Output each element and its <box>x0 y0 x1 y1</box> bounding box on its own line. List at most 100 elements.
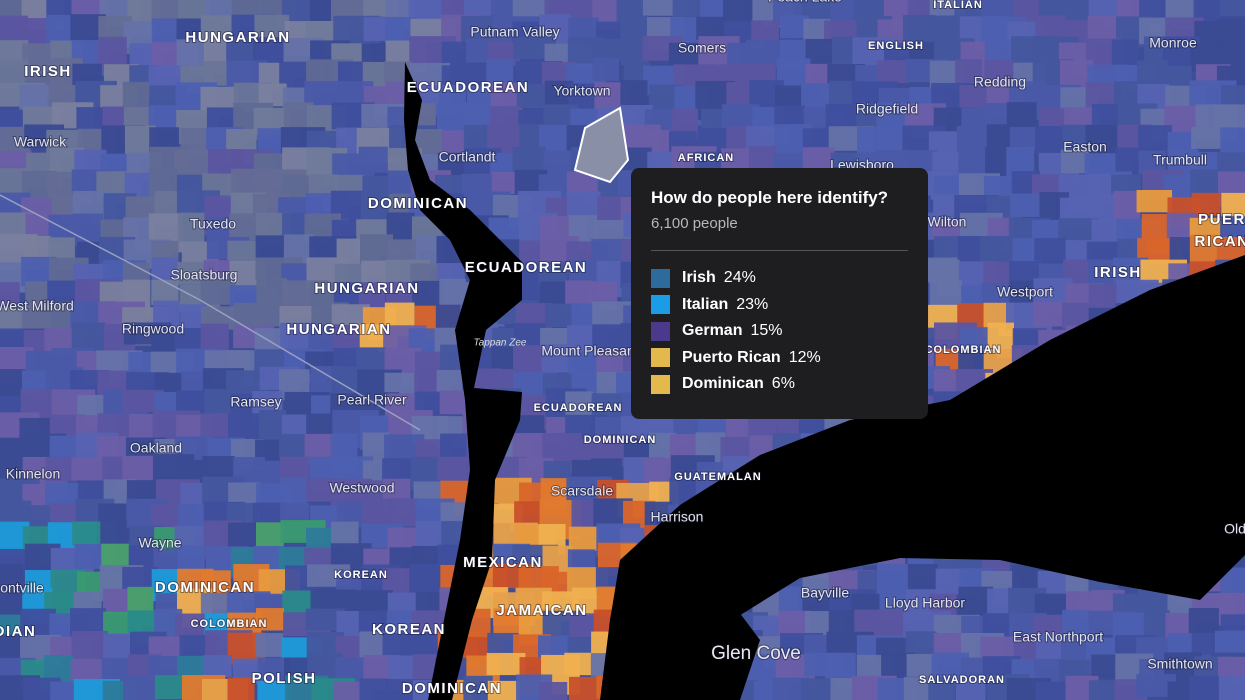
tract <box>1034 238 1066 261</box>
place-label: Trumbull <box>1153 152 1207 168</box>
place-label: Westport <box>997 284 1053 300</box>
legend-row: Puerto Rican 12% <box>651 345 908 372</box>
place-label: Glen Cove <box>711 643 801 664</box>
tract <box>486 652 526 676</box>
tract <box>358 610 395 634</box>
tract <box>591 238 621 261</box>
place-label: Westwood <box>329 480 394 496</box>
tract <box>123 675 159 700</box>
place-label: Pearl River <box>337 392 407 408</box>
tract <box>487 680 521 700</box>
tooltip: How do people here identify? 6,100 peopl… <box>631 168 928 419</box>
tract <box>1188 608 1219 639</box>
tooltip-subtitle: 6,100 people <box>651 215 738 232</box>
ancestry-label: HUNGARIAN <box>185 29 290 46</box>
tract <box>1191 126 1223 149</box>
tract <box>71 457 107 481</box>
tract <box>772 677 809 700</box>
tract <box>203 654 232 678</box>
ancestry-label: SALVADORAN <box>919 674 1005 686</box>
ancestry-label: ECUADOREAN <box>407 79 530 96</box>
tract <box>980 235 1014 265</box>
tract <box>255 633 284 657</box>
tract <box>876 60 908 84</box>
legend-percent: 24% <box>723 269 756 287</box>
legend-name: Italian <box>682 295 729 313</box>
place-label: Sloatsburg <box>171 267 238 283</box>
tract <box>1218 675 1245 700</box>
tract <box>512 0 550 17</box>
legend-swatch <box>651 268 670 288</box>
tract <box>123 21 155 48</box>
tract <box>1136 190 1173 213</box>
ancestry-label: IRISH <box>24 63 72 80</box>
tract <box>359 678 389 700</box>
place-label: Somers <box>678 40 726 56</box>
legend-percent: 12% <box>788 348 821 366</box>
ancestry-label: PUER <box>1198 211 1245 228</box>
ancestry-label: HUNGARIAN <box>286 321 391 338</box>
highlight <box>573 106 630 184</box>
tract <box>568 526 599 552</box>
tract <box>723 0 762 23</box>
place-label: Easton <box>1063 139 1107 155</box>
tract <box>460 102 491 127</box>
place-label: Ringwood <box>122 321 184 337</box>
place-label: Redding <box>974 74 1026 90</box>
place-label: Old <box>1224 521 1245 537</box>
ancestry-label: KOREAN <box>334 569 388 581</box>
place-label: Warwick <box>14 134 67 150</box>
tract <box>620 416 652 439</box>
ancestry-label: DOMINICAN <box>368 195 468 212</box>
tract <box>779 15 809 39</box>
ancestry-label: COLOMBIAN <box>191 618 268 630</box>
tract <box>306 478 336 502</box>
tract <box>568 17 599 41</box>
tract <box>956 679 986 700</box>
place-label: Putnam Valley <box>470 24 559 40</box>
ancestry-label: DOMINICAN <box>402 680 502 697</box>
ancestry-label: ITALIAN <box>933 0 983 11</box>
ancestry-label: DOMINICAN <box>584 434 657 446</box>
place-label: Ramsey <box>230 394 281 410</box>
tract <box>516 84 550 109</box>
place-label: Oakland <box>130 440 182 456</box>
river <box>404 62 522 700</box>
place-label: Yorktown <box>553 83 610 99</box>
tract <box>1138 150 1166 175</box>
tract <box>305 608 345 631</box>
ancestry-label: Tappan Zee <box>473 338 526 349</box>
tract <box>1035 681 1073 700</box>
ancestry-label: JAMAICAN <box>496 602 587 619</box>
tract <box>255 608 285 631</box>
tract <box>1111 39 1139 67</box>
tract <box>906 654 938 677</box>
place-label: Wayne <box>138 535 181 551</box>
place-label: East Northport <box>1013 629 1103 645</box>
ancestry-label: KOREAN <box>372 621 446 638</box>
ancestry-label: POLISH <box>252 670 317 687</box>
tract <box>122 389 164 413</box>
ancestry-label: COLOMBIAN <box>925 344 1002 356</box>
ancestry-label: GUATEMALAN <box>674 471 761 483</box>
tract <box>19 84 49 111</box>
tract <box>1191 192 1221 216</box>
tract <box>1221 216 1245 242</box>
tract <box>0 150 32 174</box>
bay <box>600 560 760 700</box>
boundary <box>0 194 421 431</box>
place-label: Tuxedo <box>190 216 236 232</box>
place-label: Harrison <box>651 509 704 525</box>
place-label: Monroe <box>1149 35 1197 51</box>
ancestry-label: IRISH <box>1094 264 1142 281</box>
legend-swatch <box>651 348 670 368</box>
legend-percent: 23% <box>736 295 769 313</box>
sound <box>600 255 1245 700</box>
place-label: Kinnelon <box>6 466 61 482</box>
ancestry-label: ENGLISH <box>868 40 924 52</box>
tract <box>983 175 1015 200</box>
tract <box>544 303 580 328</box>
tract <box>696 16 726 41</box>
